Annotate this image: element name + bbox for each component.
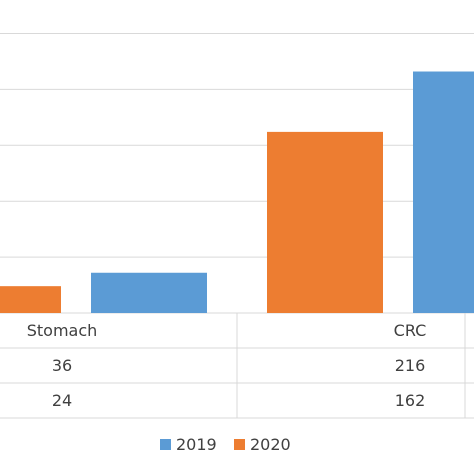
legend: 2019 2020 <box>160 435 291 454</box>
bar-stomach-2020 <box>0 286 61 313</box>
legend-swatch-2019 <box>160 439 171 450</box>
bar-crc-2019 <box>413 71 474 314</box>
table-header-stomach: Stomach <box>27 321 98 340</box>
table-value-stomach-2020: 24 <box>52 391 72 410</box>
legend-swatch-2020 <box>234 439 245 450</box>
table-value-crc-2020: 162 <box>395 391 426 410</box>
bar-stomach-2019 <box>91 272 207 313</box>
bar-crc-2020 <box>267 131 383 313</box>
table-header-crc: CRC <box>394 321 427 340</box>
table-value-stomach-2019: 36 <box>52 356 72 375</box>
data-table: Stomach 36 24 CRC 216 162 <box>0 313 474 419</box>
table-value-crc-2019: 216 <box>395 356 426 375</box>
legend-label-2020: 2020 <box>250 435 291 454</box>
bars <box>0 71 474 314</box>
gridlines <box>0 33 474 314</box>
legend-label-2019: 2019 <box>176 435 217 454</box>
